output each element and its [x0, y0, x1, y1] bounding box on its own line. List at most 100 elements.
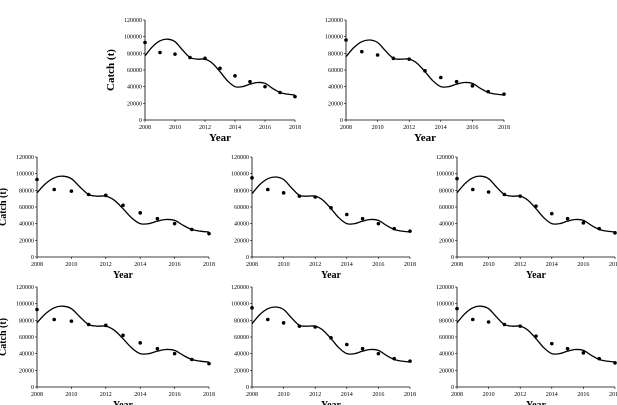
observed-point [360, 346, 365, 351]
observed-point [375, 53, 380, 57]
observed-point [248, 79, 252, 84]
x-tick-label: 2010 [169, 125, 181, 131]
x-tick-label: 2014 [546, 392, 558, 398]
y-tick-label: 20000 [439, 368, 454, 374]
x-tick-label: 2016 [372, 392, 384, 398]
observed-point [263, 84, 267, 89]
y-axis-title: Catch (t) [0, 318, 9, 356]
x-tick-label: 2010 [372, 125, 384, 131]
y-tick-label: 0 [246, 385, 249, 391]
y-axis-title: Catch (t) [105, 49, 117, 91]
x-tick-label: 2018 [609, 392, 617, 398]
observed-point [329, 336, 333, 340]
observed-point [502, 192, 507, 197]
observed-point [565, 346, 570, 351]
observed-point [534, 204, 538, 208]
observed-point [613, 231, 617, 235]
observed-point [376, 351, 381, 356]
y-axis-title: Catch (t) [0, 188, 9, 226]
y-tick-label: 20000 [19, 368, 34, 374]
observed-point [613, 361, 617, 365]
observed-point [218, 66, 222, 71]
y-tick-label: 0 [31, 385, 34, 391]
y-tick-label: 80000 [328, 51, 343, 57]
x-tick-label: 2012 [100, 392, 112, 398]
observed-point [345, 212, 349, 217]
observed-point [360, 49, 364, 54]
chart-panel-8: 0 20000 40000 60000 80000 100000 120000 2008 201… [436, 285, 617, 405]
observed-point [203, 56, 207, 61]
x-tick-label: 2018 [609, 262, 617, 268]
observed-point [392, 356, 397, 361]
y-tick-label: 60000 [127, 68, 142, 74]
observed-point [35, 307, 39, 312]
x-axis-title: Year [113, 400, 134, 405]
chart-panel-4: 0 20000 40000 60000 80000 100000 120000 2008 201… [231, 155, 416, 281]
y-tick-label: 20000 [127, 101, 142, 107]
observed-point [534, 334, 538, 338]
observed-point [408, 359, 412, 363]
y-tick-label: 0 [139, 118, 142, 124]
y-tick-label: 120000 [436, 285, 454, 291]
x-tick-label: 2008 [31, 262, 43, 268]
observed-point [172, 351, 177, 356]
observed-point [266, 317, 270, 322]
x-tick-label: 2008 [246, 392, 258, 398]
observed-point [35, 177, 39, 182]
observed-point [455, 306, 459, 311]
y-tick-label: 120000 [124, 18, 142, 24]
x-tick-label: 2012 [309, 262, 321, 268]
observed-point [155, 346, 160, 351]
x-axis-title: Year [526, 400, 547, 405]
y-tick-label: 80000 [19, 318, 34, 324]
observed-point [344, 38, 348, 42]
observed-point [69, 319, 74, 323]
fitted-curve [345, 39, 505, 96]
observed-point [392, 226, 397, 231]
y-tick-label: 0 [451, 255, 454, 261]
observed-point [158, 50, 162, 55]
y-tick-label: 40000 [234, 222, 249, 228]
observed-point [233, 74, 237, 78]
x-tick-label: 2018 [289, 125, 301, 131]
x-axis-title: Year [113, 270, 134, 281]
observed-point [121, 333, 125, 338]
observed-point [138, 341, 142, 345]
y-tick-label: 40000 [127, 85, 142, 91]
y-tick-label: 20000 [328, 101, 343, 107]
chart-panel-7: 0 20000 40000 60000 80000 100000 120000 2008 201… [231, 285, 416, 405]
x-axis-title: Year [414, 132, 436, 144]
y-tick-label: 20000 [234, 238, 249, 244]
y-tick-label: 40000 [19, 352, 34, 358]
fitted-curve [251, 306, 411, 363]
observed-point [207, 361, 211, 366]
y-tick-label: 100000 [231, 302, 249, 308]
x-tick-label: 2008 [451, 392, 463, 398]
observed-point [471, 317, 475, 322]
x-tick-label: 2010 [65, 262, 77, 268]
observed-point [486, 320, 491, 324]
x-tick-label: 2018 [404, 392, 416, 398]
x-axis-title: Year [209, 132, 231, 144]
y-tick-label: 120000 [231, 285, 249, 291]
observed-point [454, 79, 459, 84]
chart-panel-3: 0 20000 40000 60000 80000 100000 120000 2008 201… [0, 155, 215, 281]
x-tick-label: 2014 [341, 262, 353, 268]
observed-point [565, 216, 570, 221]
observed-point [455, 176, 459, 181]
x-tick-label: 2010 [65, 392, 77, 398]
y-tick-label: 120000 [436, 155, 454, 161]
x-axis-title: Year [526, 270, 547, 281]
x-axis-title: Year [321, 270, 342, 281]
observed-point [52, 187, 56, 192]
x-tick-label: 2008 [246, 262, 258, 268]
y-tick-label: 40000 [439, 222, 454, 228]
y-tick-label: 40000 [19, 222, 34, 228]
observed-point [190, 227, 194, 232]
fitted-curve [36, 305, 210, 363]
observed-point [297, 324, 302, 328]
observed-point [86, 192, 91, 197]
x-tick-label: 2016 [577, 392, 589, 398]
observed-point [104, 323, 108, 328]
x-tick-label: 2016 [169, 392, 181, 398]
